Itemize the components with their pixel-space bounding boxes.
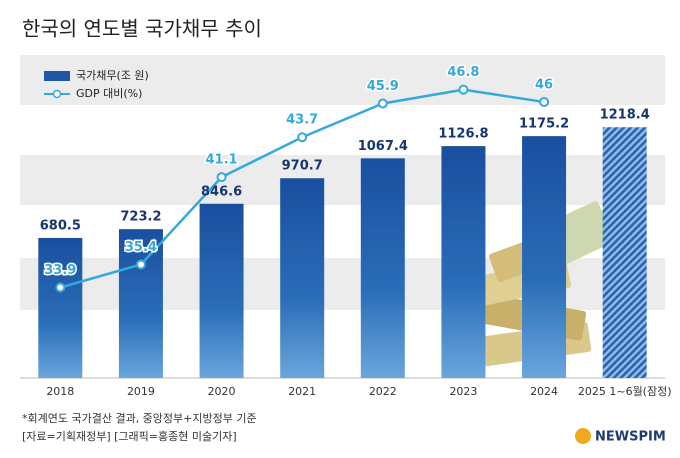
footnote: *회계연도 국가결산 결과, 중앙정부+지방정부 기준 [22, 412, 257, 425]
legend-label: 국가채무(조 원) [76, 69, 149, 82]
bar [118, 229, 163, 378]
x-tick-label: 2023 [449, 385, 477, 398]
bar [441, 146, 486, 378]
x-tick-label: 2024 [530, 385, 558, 398]
x-tick-label: 2020 [208, 385, 236, 398]
bar-value-label: 970.7 [282, 159, 323, 174]
bar [602, 127, 647, 378]
x-tick-label: 2018 [46, 385, 74, 398]
line-value-label: 43.7 [286, 113, 318, 128]
line-point [539, 96, 550, 107]
line-point [135, 259, 146, 270]
line-point [216, 172, 227, 183]
chart-title: 한국의 연도별 국가채무 추이 [22, 17, 262, 41]
line-value-label: 41.1 [206, 153, 238, 168]
bar-value-label: 723.2 [120, 210, 161, 225]
line-value-label: 33.9 [44, 263, 76, 278]
legend-label: GDP 대비(%) [76, 87, 142, 100]
line-point [458, 84, 469, 95]
bar-value-label: 1067.4 [358, 139, 408, 154]
bar [199, 203, 244, 378]
bar [38, 237, 83, 378]
x-tick-label: 2021 [288, 385, 316, 398]
bar [360, 158, 405, 378]
bar-value-label: 1126.8 [438, 127, 488, 142]
bar-value-label: 1175.2 [519, 117, 569, 132]
legend-swatch [52, 89, 62, 99]
x-tick-label: 2025 1~6월(잠정) [578, 385, 672, 398]
line-point [377, 98, 388, 109]
bar-value-label: 846.6 [201, 184, 242, 199]
bar-value-label: 1218.4 [600, 108, 650, 123]
logo-icon [575, 428, 591, 444]
bar [522, 136, 567, 378]
line-value-label: 35.4 [125, 240, 157, 255]
line-value-label: 45.9 [367, 79, 399, 94]
source: [자료=기획재정부] [그래픽=홍종현 미술기자] [22, 429, 237, 443]
line-value-label: 46.8 [447, 65, 479, 80]
x-tick-label: 2019 [127, 385, 155, 398]
legend-swatch [44, 71, 70, 81]
line-point [297, 132, 308, 143]
line-point [55, 282, 66, 293]
bar [280, 178, 325, 378]
line-value-label: 46 [535, 77, 553, 92]
logo: NEWSPIM [595, 430, 666, 445]
bar-value-label: 680.5 [40, 218, 81, 233]
x-tick-label: 2022 [369, 385, 397, 398]
